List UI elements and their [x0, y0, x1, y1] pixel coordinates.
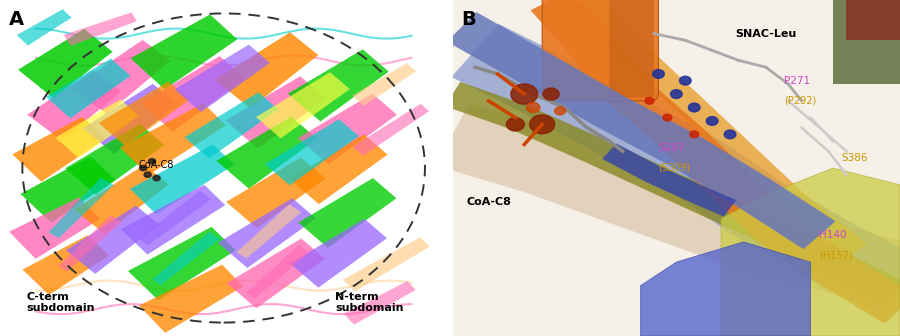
Polygon shape — [218, 198, 316, 268]
Polygon shape — [246, 245, 310, 298]
Polygon shape — [65, 124, 165, 195]
Text: S287: S287 — [659, 143, 685, 153]
Circle shape — [140, 165, 147, 171]
Polygon shape — [237, 204, 302, 258]
Circle shape — [688, 103, 700, 112]
Polygon shape — [17, 9, 72, 46]
Text: SNAC-Leu: SNAC-Leu — [735, 29, 796, 39]
Circle shape — [526, 102, 540, 113]
Polygon shape — [9, 198, 100, 259]
Polygon shape — [256, 72, 350, 138]
Polygon shape — [140, 56, 246, 131]
Polygon shape — [139, 265, 243, 333]
Polygon shape — [298, 94, 397, 164]
Circle shape — [645, 97, 654, 104]
Text: CoA-C8: CoA-C8 — [466, 197, 511, 207]
Polygon shape — [290, 219, 387, 288]
Polygon shape — [846, 0, 900, 40]
Polygon shape — [215, 32, 319, 108]
Polygon shape — [83, 84, 178, 154]
Polygon shape — [49, 178, 113, 238]
Text: B: B — [462, 10, 476, 29]
Polygon shape — [56, 99, 139, 158]
Text: A: A — [9, 10, 24, 29]
Polygon shape — [130, 14, 238, 89]
Text: P271: P271 — [784, 76, 810, 86]
Polygon shape — [22, 235, 109, 295]
Text: (S309): (S309) — [659, 163, 690, 173]
Circle shape — [507, 118, 525, 131]
Polygon shape — [227, 239, 325, 308]
Polygon shape — [64, 12, 137, 46]
Polygon shape — [18, 29, 112, 98]
Polygon shape — [152, 232, 220, 285]
Polygon shape — [290, 134, 388, 204]
Polygon shape — [641, 242, 811, 336]
Circle shape — [706, 117, 718, 125]
Polygon shape — [353, 104, 429, 156]
Text: H140: H140 — [820, 230, 847, 240]
Circle shape — [554, 107, 565, 115]
Polygon shape — [74, 165, 169, 234]
Polygon shape — [216, 117, 317, 188]
Text: S386: S386 — [842, 153, 868, 163]
Polygon shape — [299, 178, 397, 248]
Circle shape — [529, 115, 554, 134]
Text: N-term
subdomain: N-term subdomain — [336, 292, 404, 313]
Polygon shape — [27, 70, 122, 141]
Polygon shape — [343, 237, 429, 291]
Text: CoA-C8: CoA-C8 — [139, 160, 174, 170]
Polygon shape — [436, 103, 900, 307]
Polygon shape — [832, 0, 900, 84]
Text: (H157): (H157) — [820, 250, 853, 260]
Polygon shape — [531, 0, 900, 324]
Polygon shape — [130, 144, 234, 214]
Circle shape — [511, 84, 537, 104]
Polygon shape — [99, 82, 190, 146]
Circle shape — [724, 130, 736, 139]
Circle shape — [670, 90, 682, 98]
FancyBboxPatch shape — [453, 0, 900, 336]
Polygon shape — [121, 185, 225, 255]
Circle shape — [680, 76, 691, 85]
Polygon shape — [288, 49, 389, 121]
Circle shape — [543, 88, 559, 100]
Polygon shape — [21, 157, 115, 223]
Circle shape — [663, 114, 672, 121]
Polygon shape — [352, 63, 416, 106]
Polygon shape — [13, 117, 105, 182]
Circle shape — [148, 159, 156, 164]
FancyBboxPatch shape — [542, 0, 659, 101]
FancyBboxPatch shape — [609, 0, 654, 97]
Polygon shape — [602, 143, 736, 216]
Polygon shape — [452, 24, 900, 312]
Polygon shape — [184, 92, 278, 159]
Polygon shape — [447, 12, 835, 249]
Text: C-term
subdomain: C-term subdomain — [27, 292, 95, 313]
Polygon shape — [574, 0, 867, 260]
Polygon shape — [128, 227, 236, 300]
Text: (P292): (P292) — [784, 96, 816, 106]
Polygon shape — [66, 206, 159, 274]
Polygon shape — [721, 168, 900, 336]
Polygon shape — [72, 40, 170, 114]
Polygon shape — [175, 45, 270, 112]
Polygon shape — [225, 76, 326, 148]
Polygon shape — [446, 82, 900, 307]
Polygon shape — [120, 103, 226, 175]
Polygon shape — [58, 215, 122, 271]
Circle shape — [153, 175, 160, 181]
Circle shape — [144, 172, 151, 177]
Polygon shape — [226, 158, 326, 228]
Circle shape — [652, 70, 664, 78]
Polygon shape — [46, 58, 130, 118]
Circle shape — [689, 131, 698, 138]
Polygon shape — [265, 119, 359, 185]
Polygon shape — [139, 191, 212, 245]
Polygon shape — [344, 281, 416, 325]
